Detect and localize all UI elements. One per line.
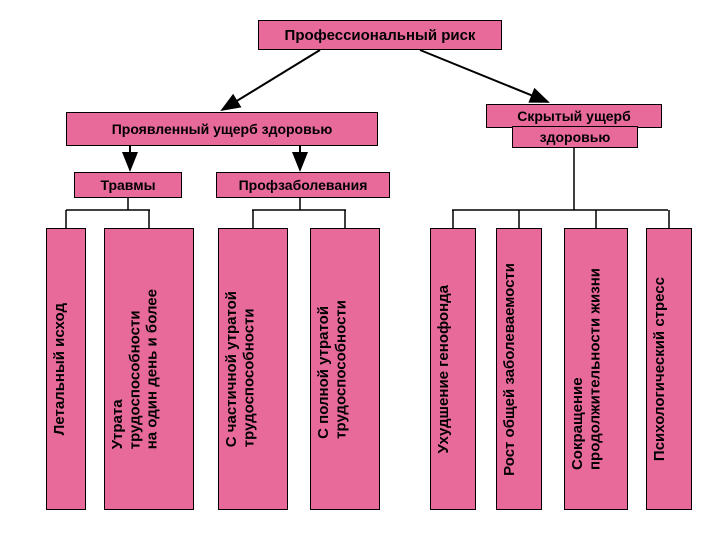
leaf-box-life: Сокращение продолжительности жизни	[564, 228, 628, 510]
leaf-label: С частичной утратой трудоспособности	[223, 291, 258, 447]
sub-box-injuries: Травмы	[74, 172, 182, 198]
sub-label: Профзаболевания	[239, 177, 368, 193]
mid-box-hidden_b: здоровью	[512, 126, 638, 148]
leaf-label: Сокращение продолжительности жизни	[569, 268, 604, 470]
arrow	[420, 50, 548, 102]
mid-label: Проявленный ущерб здоровью	[112, 121, 333, 137]
leaf-box-full: С полной утратой трудоспособности	[310, 228, 380, 510]
leaf-label: Утрата трудоспособности на один день и б…	[109, 289, 161, 449]
leaf-label: Психологический стресс	[651, 277, 668, 461]
leaf-box-genofond: Ухудшение генофонда	[430, 228, 476, 510]
mid-label: здоровью	[540, 129, 611, 145]
leaf-label: Рост общей заболеваемости	[501, 263, 518, 476]
mid-box-manifest: Проявленный ущерб здоровью	[66, 112, 378, 146]
mid-label: Скрытый ущерб	[517, 108, 631, 124]
root-box: Профессиональный риск	[258, 20, 502, 50]
root-label: Профессиональный риск	[285, 27, 476, 44]
leaf-label: Ухудшение генофонда	[435, 285, 452, 453]
arrow	[222, 50, 320, 110]
mid-box-hidden_a: Скрытый ущерб	[486, 104, 662, 128]
leaf-box-stress: Психологический стресс	[646, 228, 692, 510]
leaf-box-partial: С частичной утратой трудоспособности	[218, 228, 288, 510]
leaf-box-lethal: Летальный исход	[46, 228, 86, 510]
leaf-box-morbid: Рост общей заболеваемости	[496, 228, 542, 510]
leaf-label: Летальный исход	[51, 303, 68, 435]
leaf-box-loss_work: Утрата трудоспособности на один день и б…	[104, 228, 194, 510]
leaf-label: С полной утратой трудоспособности	[315, 300, 350, 439]
sub-label: Травмы	[100, 177, 155, 193]
sub-box-disease: Профзаболевания	[216, 172, 390, 198]
